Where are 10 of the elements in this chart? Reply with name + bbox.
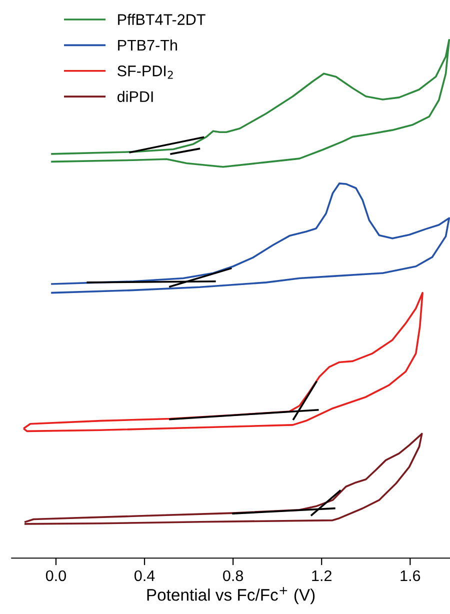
- x-tick-label: 0.4: [134, 570, 155, 582]
- x-tick-label: 0.0: [46, 570, 66, 582]
- x-tick-label: 1.2: [312, 570, 332, 582]
- x-axis-title: Potential vs Fc/Fc$^{+}$ (V): [147, 586, 315, 604]
- legend-label: PTB7-Th: [118, 39, 177, 51]
- legend-label: diPDI: [117, 90, 153, 102]
- legend-label: SF-PDI$_{2}$: [118, 66, 173, 79]
- x-tick-label: 1.6: [400, 570, 420, 582]
- x-tick-label: 0.8: [223, 570, 244, 582]
- legend-label: PffBT4T-2DT: [118, 14, 206, 25]
